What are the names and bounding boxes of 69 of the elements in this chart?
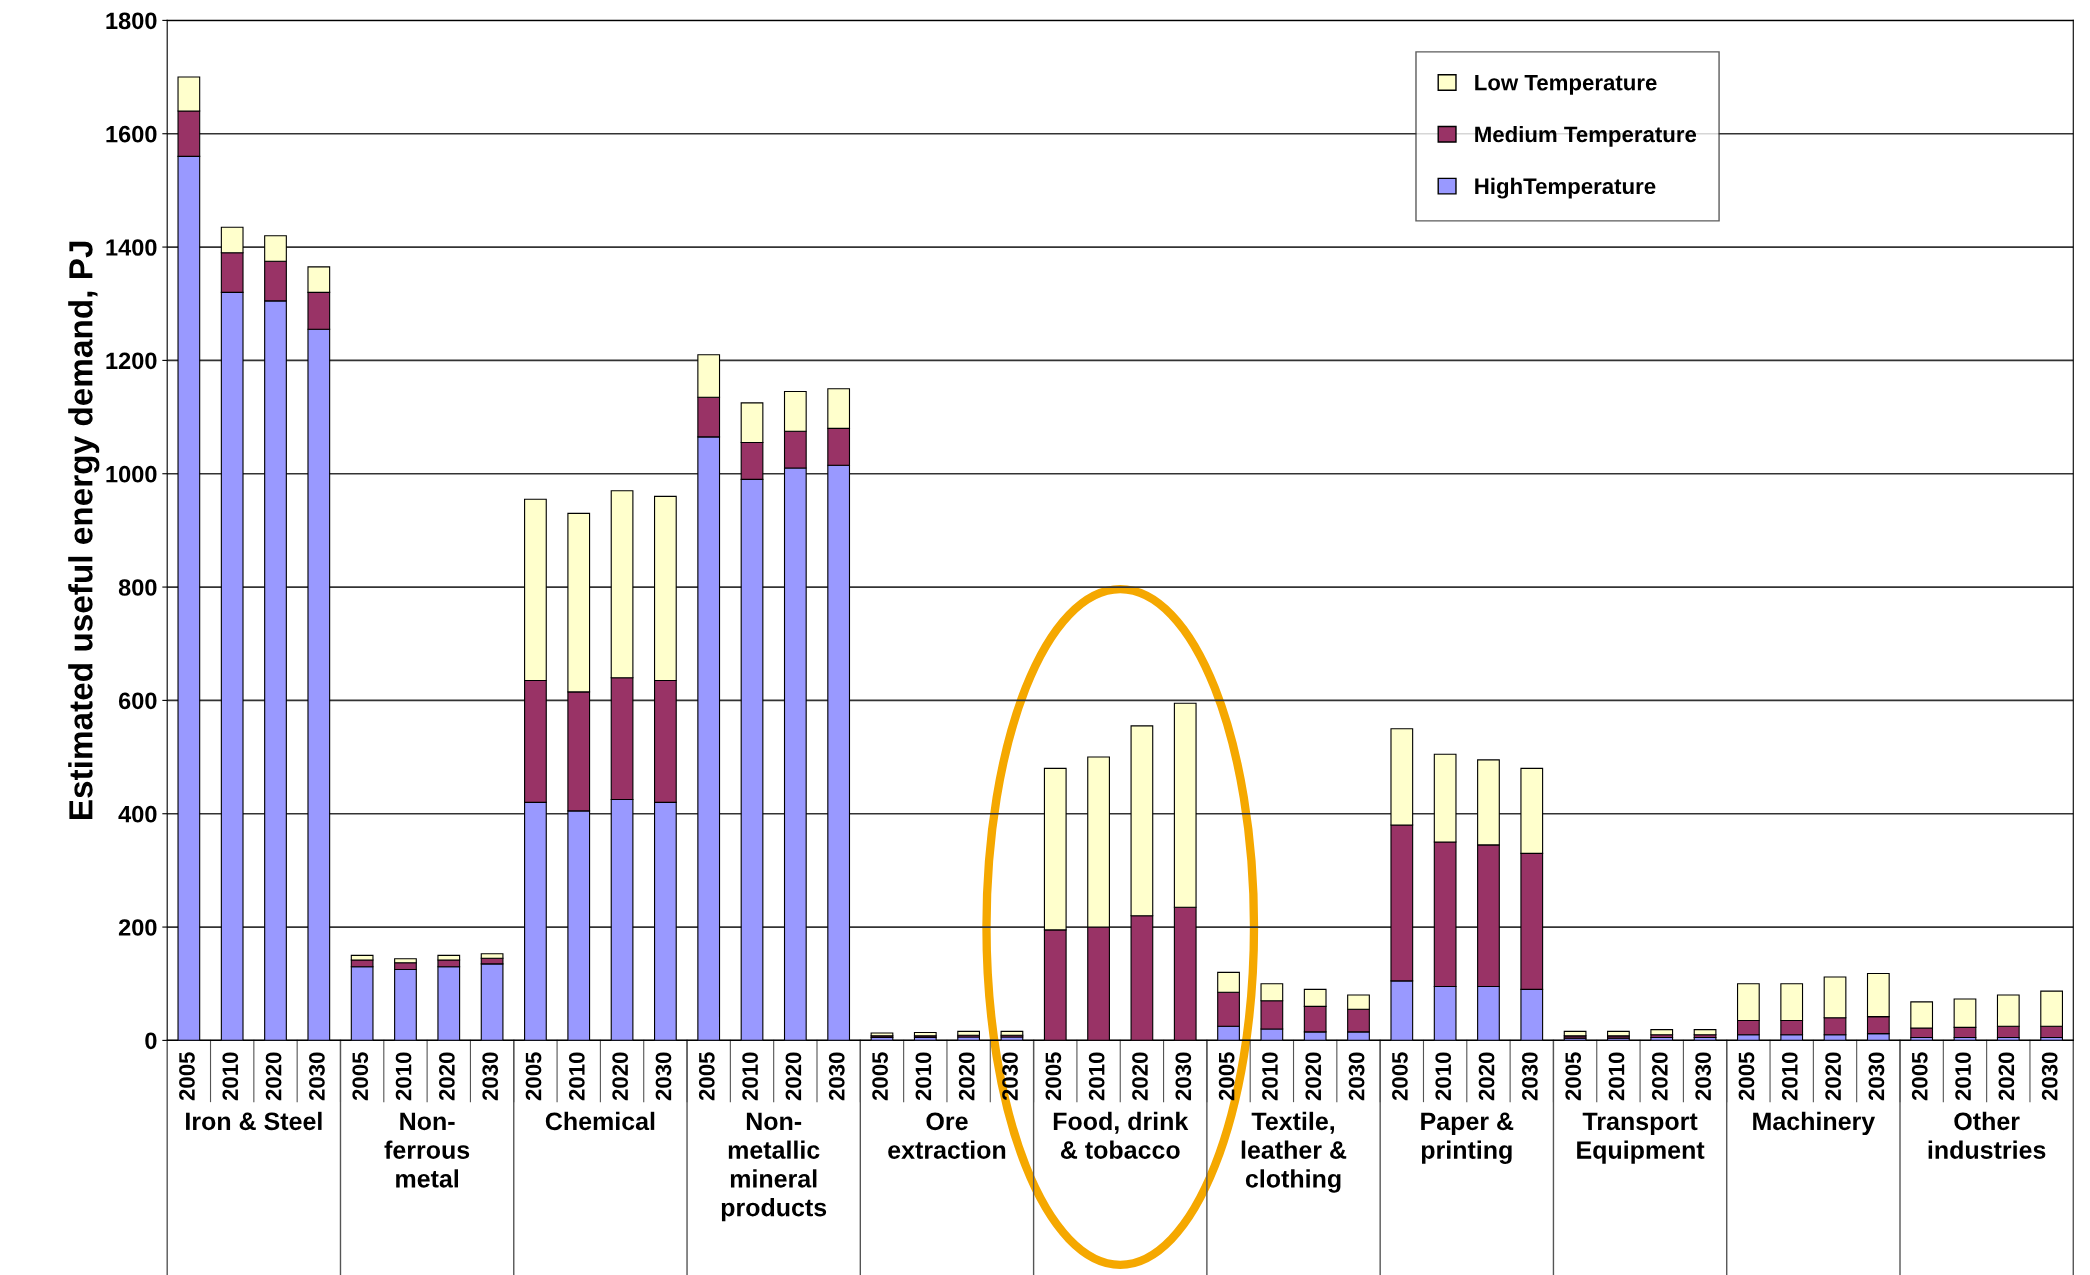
y-tick-label: 800 bbox=[118, 579, 157, 596]
x-tick-label: 2020 bbox=[1478, 1052, 1495, 1101]
text: Transport Equipment bbox=[1577, 1112, 1705, 1164]
x-tick-label: 2030 bbox=[2041, 1052, 2058, 1101]
text: Other industries bbox=[1928, 1111, 2046, 1159]
y-tick-label: 1000 bbox=[106, 465, 157, 483]
x-tick-label: 2010 bbox=[1435, 1052, 1452, 1101]
x-tick-label: 2010 bbox=[1955, 1052, 1971, 1101]
text: Non- ferrous metal bbox=[384, 1112, 470, 1188]
x-tick-label: 2005 bbox=[179, 1052, 195, 1101]
y-tick-label: 1200 bbox=[106, 352, 157, 370]
y-tick-label: 400 bbox=[118, 805, 157, 823]
text: Food, drink & tobacco bbox=[1053, 1111, 1189, 1159]
x-tick-label: 2020 bbox=[612, 1052, 629, 1101]
x-tick-label: 2005 bbox=[1565, 1052, 1582, 1101]
x-tick-label: 2010 bbox=[742, 1052, 758, 1101]
x-tick-label: 2030 bbox=[1175, 1052, 1192, 1101]
x-tick-label: 2010 bbox=[1781, 1052, 1798, 1101]
text: Machinery bbox=[1753, 1111, 1876, 1136]
x-tick-label: 2005 bbox=[1392, 1052, 1408, 1101]
x-tick-label: 2010 bbox=[1088, 1052, 1105, 1101]
x-tick-label: 2005 bbox=[872, 1052, 888, 1101]
x-tick-label: 2005 bbox=[1911, 1052, 1928, 1101]
text: Textile, leather & clothing bbox=[1241, 1111, 1347, 1193]
legend-label: HighTemperature bbox=[1475, 177, 1656, 199]
x-tick-label: 2030 bbox=[309, 1052, 325, 1101]
x-tick-label: 2020 bbox=[958, 1052, 975, 1101]
x-tick-label: 2020 bbox=[439, 1052, 455, 1101]
legend-label: Low Temperature bbox=[1475, 74, 1657, 95]
x-tick-label: 2030 bbox=[828, 1052, 845, 1101]
y-tick-label: 1600 bbox=[106, 125, 157, 143]
x-tick-label: 2005 bbox=[1218, 1052, 1235, 1101]
y-tick-label: 1800 bbox=[106, 12, 157, 30]
y-tick-label: 0 bbox=[145, 1032, 157, 1050]
x-tick-label: 2005 bbox=[525, 1052, 542, 1101]
x-tick-label: 2005 bbox=[698, 1052, 715, 1101]
x-tick-label: 2030 bbox=[1868, 1052, 1885, 1101]
x-tick-label: 2030 bbox=[655, 1052, 672, 1101]
y-tick-label: 600 bbox=[118, 692, 157, 710]
x-tick-label: 2030 bbox=[1522, 1052, 1538, 1101]
x-tick-label: 2020 bbox=[1651, 1052, 1668, 1101]
x-tick-label: 2030 bbox=[1348, 1052, 1365, 1101]
text: Iron & Steel bbox=[186, 1111, 322, 1131]
x-tick-label: 2010 bbox=[1262, 1052, 1278, 1101]
text: Paper & printing bbox=[1421, 1112, 1514, 1164]
x-tick-label: 2010 bbox=[222, 1052, 239, 1101]
x-tick-label: 2020 bbox=[785, 1052, 802, 1101]
x-tick-label: 2020 bbox=[265, 1052, 282, 1101]
x-tick-label: 2010 bbox=[568, 1052, 585, 1101]
x-tick-label: 2005 bbox=[1045, 1052, 1062, 1101]
y-tick-label: 200 bbox=[118, 919, 157, 936]
text: Ore extraction bbox=[888, 1112, 1006, 1159]
x-tick-label: 2005 bbox=[1738, 1052, 1755, 1101]
x-tick-label: 2010 bbox=[395, 1052, 412, 1101]
x-tick-label: 2020 bbox=[1825, 1052, 1841, 1101]
y-tick-label: 1400 bbox=[106, 239, 157, 256]
legend-label: Medium Temperature bbox=[1475, 125, 1697, 147]
x-tick-label: 2030 bbox=[1002, 1052, 1018, 1101]
text: Non- metallic mineral products bbox=[721, 1112, 827, 1222]
x-tick-label: 2010 bbox=[915, 1052, 932, 1101]
x-tick-label: 2005 bbox=[352, 1052, 369, 1101]
x-tick-label: 2030 bbox=[482, 1052, 499, 1101]
x-tick-label: 2010 bbox=[1608, 1052, 1625, 1101]
text: Chemical bbox=[545, 1111, 655, 1131]
y-axis-title: Estimated useful energy demand, PJ bbox=[68, 241, 100, 819]
x-tick-label: 2020 bbox=[1305, 1052, 1322, 1101]
x-tick-label: 2020 bbox=[1998, 1052, 2015, 1101]
x-tick-label: 2020 bbox=[1132, 1052, 1148, 1101]
x-tick-label: 2030 bbox=[1695, 1052, 1712, 1101]
